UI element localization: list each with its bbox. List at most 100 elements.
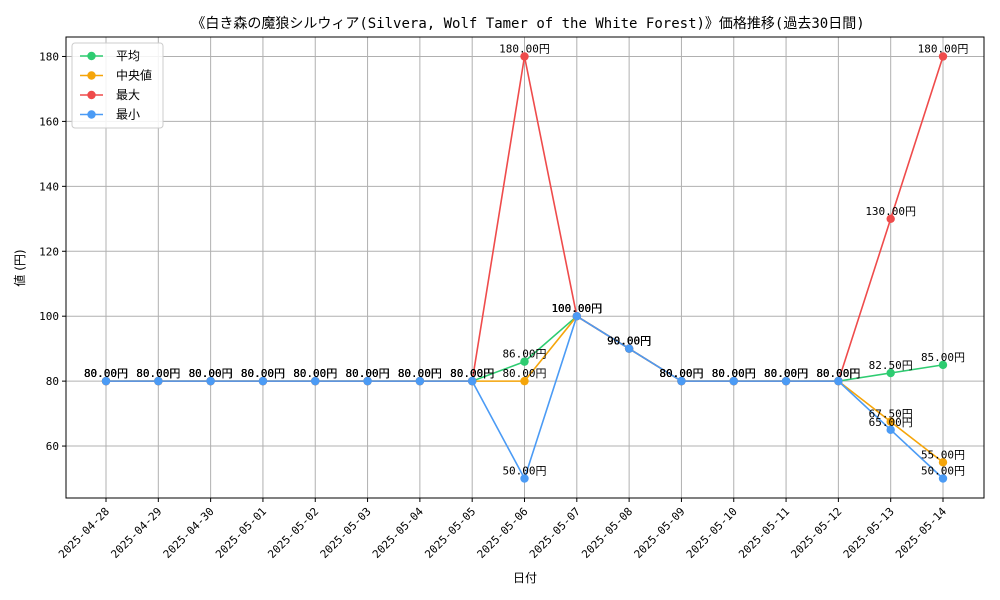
data-point	[363, 376, 372, 386]
data-point	[258, 376, 268, 386]
data-label: 80.00円	[450, 367, 494, 380]
data-label: 80.00円	[764, 367, 808, 380]
data-point	[938, 52, 948, 61]
data-label: 90.00円	[607, 335, 651, 348]
data-point	[886, 425, 895, 435]
legend-marker	[87, 110, 96, 119]
data-label: 67.50円	[869, 408, 913, 421]
data-point	[886, 214, 895, 224]
data-label: 80.00円	[293, 367, 337, 380]
data-label: 50.00円	[502, 465, 546, 478]
y-tick-label: 180	[39, 50, 59, 63]
data-label: 80.00円	[712, 367, 756, 380]
legend-label: 最大	[116, 88, 140, 102]
data-point	[415, 376, 425, 386]
data-point	[938, 360, 948, 370]
data-label: 80.00円	[659, 367, 703, 380]
data-label: 55.00円	[921, 448, 965, 461]
data-label: 80.00円	[398, 367, 442, 380]
data-labels-layer: 80.00円 80.00円 80.00円 80.00円 80.00円 80.00円 80.0…	[84, 42, 968, 477]
data-label: 85.00円	[921, 351, 965, 364]
data-label: 100.00円	[551, 302, 602, 315]
data-label: 80.00円	[346, 367, 390, 380]
data-label: 80.00円	[398, 367, 442, 380]
data-label: 80.00円	[816, 367, 860, 380]
data-label: 80.00円	[764, 367, 808, 380]
data-point	[101, 376, 111, 386]
data-point	[520, 357, 529, 366]
data-label: 80.00円	[764, 367, 808, 380]
data-label: 80.00円	[764, 367, 808, 380]
data-label: 80.00円	[346, 367, 390, 380]
data-point	[467, 376, 477, 386]
y-axis-label: 値 (円)	[12, 249, 27, 286]
data-point	[886, 368, 895, 378]
data-point	[677, 376, 686, 386]
data-point	[520, 52, 529, 61]
series-layer	[101, 52, 948, 483]
data-label: 100.00円	[551, 302, 602, 315]
data-label: 80.00円	[84, 367, 128, 380]
data-label: 100.00円	[551, 302, 602, 315]
data-label: 100.00円	[551, 302, 602, 315]
data-label: 80.00円	[346, 367, 390, 380]
data-label: 80.00円	[136, 367, 180, 380]
data-label: 80.00円	[241, 367, 285, 380]
y-tick-label: 100	[39, 310, 59, 323]
data-label: 80.00円	[189, 367, 233, 380]
x-axis-label: 日付	[513, 571, 537, 585]
legend-box	[71, 42, 164, 129]
data-label: 80.00円	[712, 367, 756, 380]
legend-label: 平均	[116, 49, 140, 63]
data-label: 80.00円	[450, 367, 494, 380]
data-label: 80.00円	[659, 367, 703, 380]
data-point	[624, 344, 634, 353]
data-label: 80.00円	[816, 367, 860, 380]
data-label: 80.00円	[241, 367, 285, 380]
data-label: 80.00円	[346, 367, 390, 380]
y-tick-label: 120	[39, 245, 59, 258]
data-point	[834, 376, 843, 386]
data-label: 80.00円	[712, 367, 756, 380]
data-label: 80.00円	[502, 367, 546, 380]
data-label: 80.00円	[450, 367, 494, 380]
data-point	[938, 458, 948, 467]
data-label: 80.00円	[659, 367, 703, 380]
data-label: 80.00円	[816, 367, 860, 380]
y-tick-label: 140	[39, 180, 59, 193]
data-label: 80.00円	[659, 367, 703, 380]
legend-marker	[87, 71, 96, 80]
data-point	[572, 311, 582, 321]
legend-marker	[87, 51, 96, 61]
data-point	[781, 376, 791, 386]
data-label: 80.00円	[189, 367, 233, 380]
data-label: 80.00円	[398, 367, 442, 380]
data-label: 80.00円	[293, 367, 337, 380]
data-label: 80.00円	[241, 367, 285, 380]
y-tick-label: 80	[46, 375, 59, 388]
data-label: 80.00円	[241, 367, 285, 380]
y-axis-ticks: 60 80 100 120 140 160 180	[39, 50, 66, 453]
chart-title: 《白き森の魔狼シルウィア(Silvera, Wolf Tamer of the …	[191, 16, 864, 32]
data-label: 80.00円	[84, 367, 128, 380]
data-point	[520, 376, 529, 386]
data-label: 80.00円	[712, 367, 756, 380]
data-label: 65.00円	[869, 416, 913, 429]
data-label: 80.00円	[136, 367, 180, 380]
data-label: 80.00円	[136, 367, 180, 380]
data-point	[886, 417, 895, 426]
data-point	[206, 376, 215, 386]
legend-marker	[87, 90, 96, 100]
data-label: 180.00円	[918, 42, 969, 55]
data-label: 80.00円	[293, 367, 337, 380]
data-label: 90.00円	[607, 335, 651, 348]
data-point	[520, 474, 529, 483]
data-label: 80.00円	[398, 367, 442, 380]
data-label: 90.00円	[607, 335, 651, 348]
data-label: 80.00円	[293, 367, 337, 380]
legend-label: 最小	[116, 108, 140, 122]
data-point	[311, 376, 320, 386]
